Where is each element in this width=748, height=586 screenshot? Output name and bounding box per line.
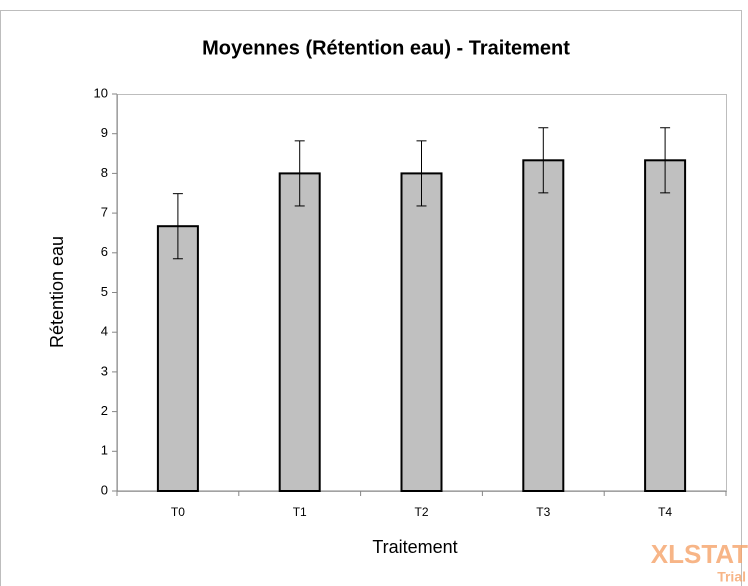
x-tick-label: T1 xyxy=(293,505,307,519)
y-tick-label: 7 xyxy=(101,205,108,220)
y-tick-label: 6 xyxy=(101,244,108,259)
bar xyxy=(156,225,199,493)
y-tick-label: 5 xyxy=(101,284,108,299)
x-axis-label: Traitement xyxy=(372,537,457,557)
y-tick-label: 1 xyxy=(101,443,108,458)
y-tick-label: 9 xyxy=(101,125,108,140)
bar xyxy=(522,159,565,492)
y-tick-label: 4 xyxy=(101,324,108,339)
error-bar xyxy=(294,140,305,207)
y-tick-label: 2 xyxy=(101,403,108,418)
chart-frame xyxy=(0,10,742,586)
x-tick-label: T3 xyxy=(536,505,550,519)
y-tick-label: 3 xyxy=(101,363,108,378)
error-bar xyxy=(172,193,183,260)
x-tick-label: T4 xyxy=(658,505,672,519)
y-tick-label: 10 xyxy=(94,85,108,100)
bar xyxy=(278,172,321,492)
error-bar xyxy=(660,127,671,194)
chart-title: Moyennes (Rétention eau) - Traitement xyxy=(202,37,570,59)
bar xyxy=(400,172,443,492)
x-tick-label: T0 xyxy=(171,505,185,519)
y-tick-label: 8 xyxy=(101,165,108,180)
watermark-note: Trial xyxy=(717,569,746,585)
error-bar xyxy=(538,127,549,194)
error-bar xyxy=(416,140,427,207)
watermark-brand: XLSTAT xyxy=(651,539,748,569)
y-axis-label: Rétention eau xyxy=(47,236,67,348)
bar xyxy=(644,159,687,492)
x-tick-label: T2 xyxy=(414,505,428,519)
y-tick-label: 0 xyxy=(101,482,108,497)
